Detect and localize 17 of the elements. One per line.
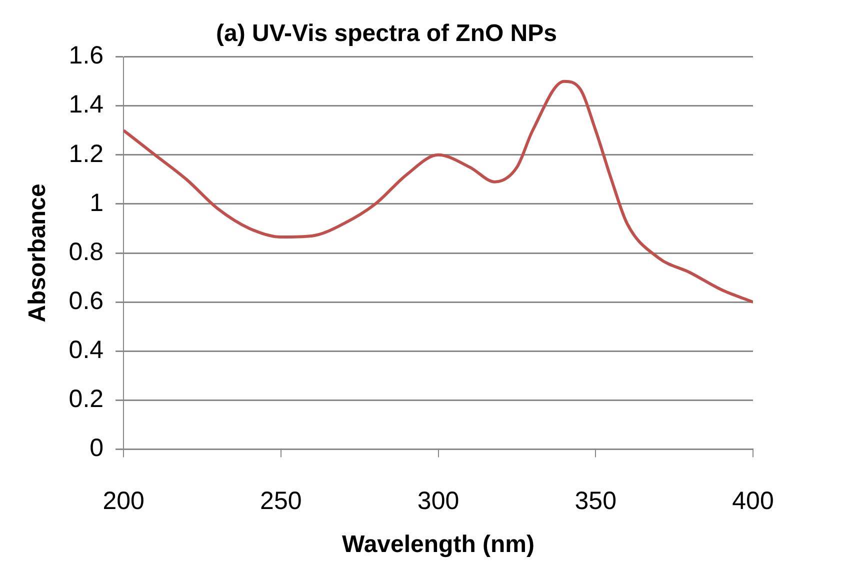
y-tick-label: 0.2 [68,385,104,414]
y-tick-label: 1.2 [68,140,104,168]
x-axis-title: Wavelength (nm) [342,531,535,558]
y-tick-label: 1 [90,188,104,217]
y-tick-label: 1.6 [68,42,104,70]
y-tick-label: 0.4 [68,336,104,364]
y-tick-label: 1.4 [68,90,104,119]
y-tick-label: 0.6 [68,286,104,315]
y-tick-label: 0.8 [68,238,104,266]
x-tick-label: 300 [417,487,460,516]
x-tick-label: 200 [102,487,144,516]
chart-title: (a) UV-Vis spectra of ZnO NPs [216,20,557,48]
x-tick-label: 250 [260,487,302,516]
y-tick-label: 0 [90,434,104,462]
y-axis-title: Absorbance [24,184,52,322]
x-tick-label: 350 [574,487,616,516]
x-tick-label: 400 [732,487,774,516]
